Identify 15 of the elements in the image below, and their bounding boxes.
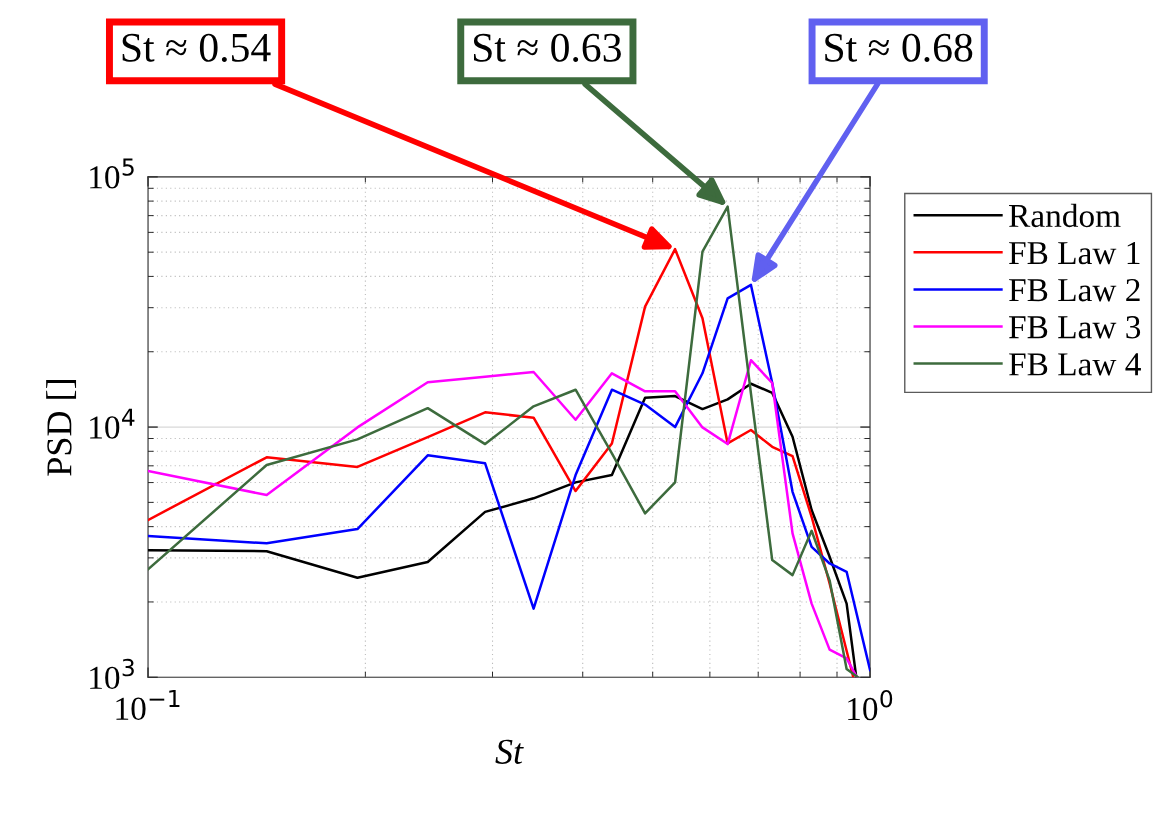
x-tick-label: 10$^{0}$ <box>848 689 893 721</box>
annotation: St ≈ 0.63 <box>473 33 621 62</box>
legend-label: FB Law 3 <box>1009 316 1141 339</box>
legend-label: FB Law 1 <box>1009 241 1140 265</box>
y-tick-label: 10$^{5}$ <box>90 158 134 189</box>
legend-label: FB Law 2 <box>1009 278 1140 302</box>
annotation: St ≈ 0.54 <box>122 33 271 62</box>
x-axis-title: St <box>495 739 524 764</box>
legend-label: FB Law 4 <box>1009 353 1141 376</box>
y-tick-label: 10$^{4}$ <box>90 408 135 439</box>
y-axis-title: PSD [] <box>46 380 77 476</box>
x-tick-label: 10$^{−1}$ <box>116 689 180 721</box>
y-tick-label: 10$^{3}$ <box>90 658 134 690</box>
annotation: St ≈ 0.68 <box>825 33 973 62</box>
legend-label: Random <box>1009 203 1121 228</box>
